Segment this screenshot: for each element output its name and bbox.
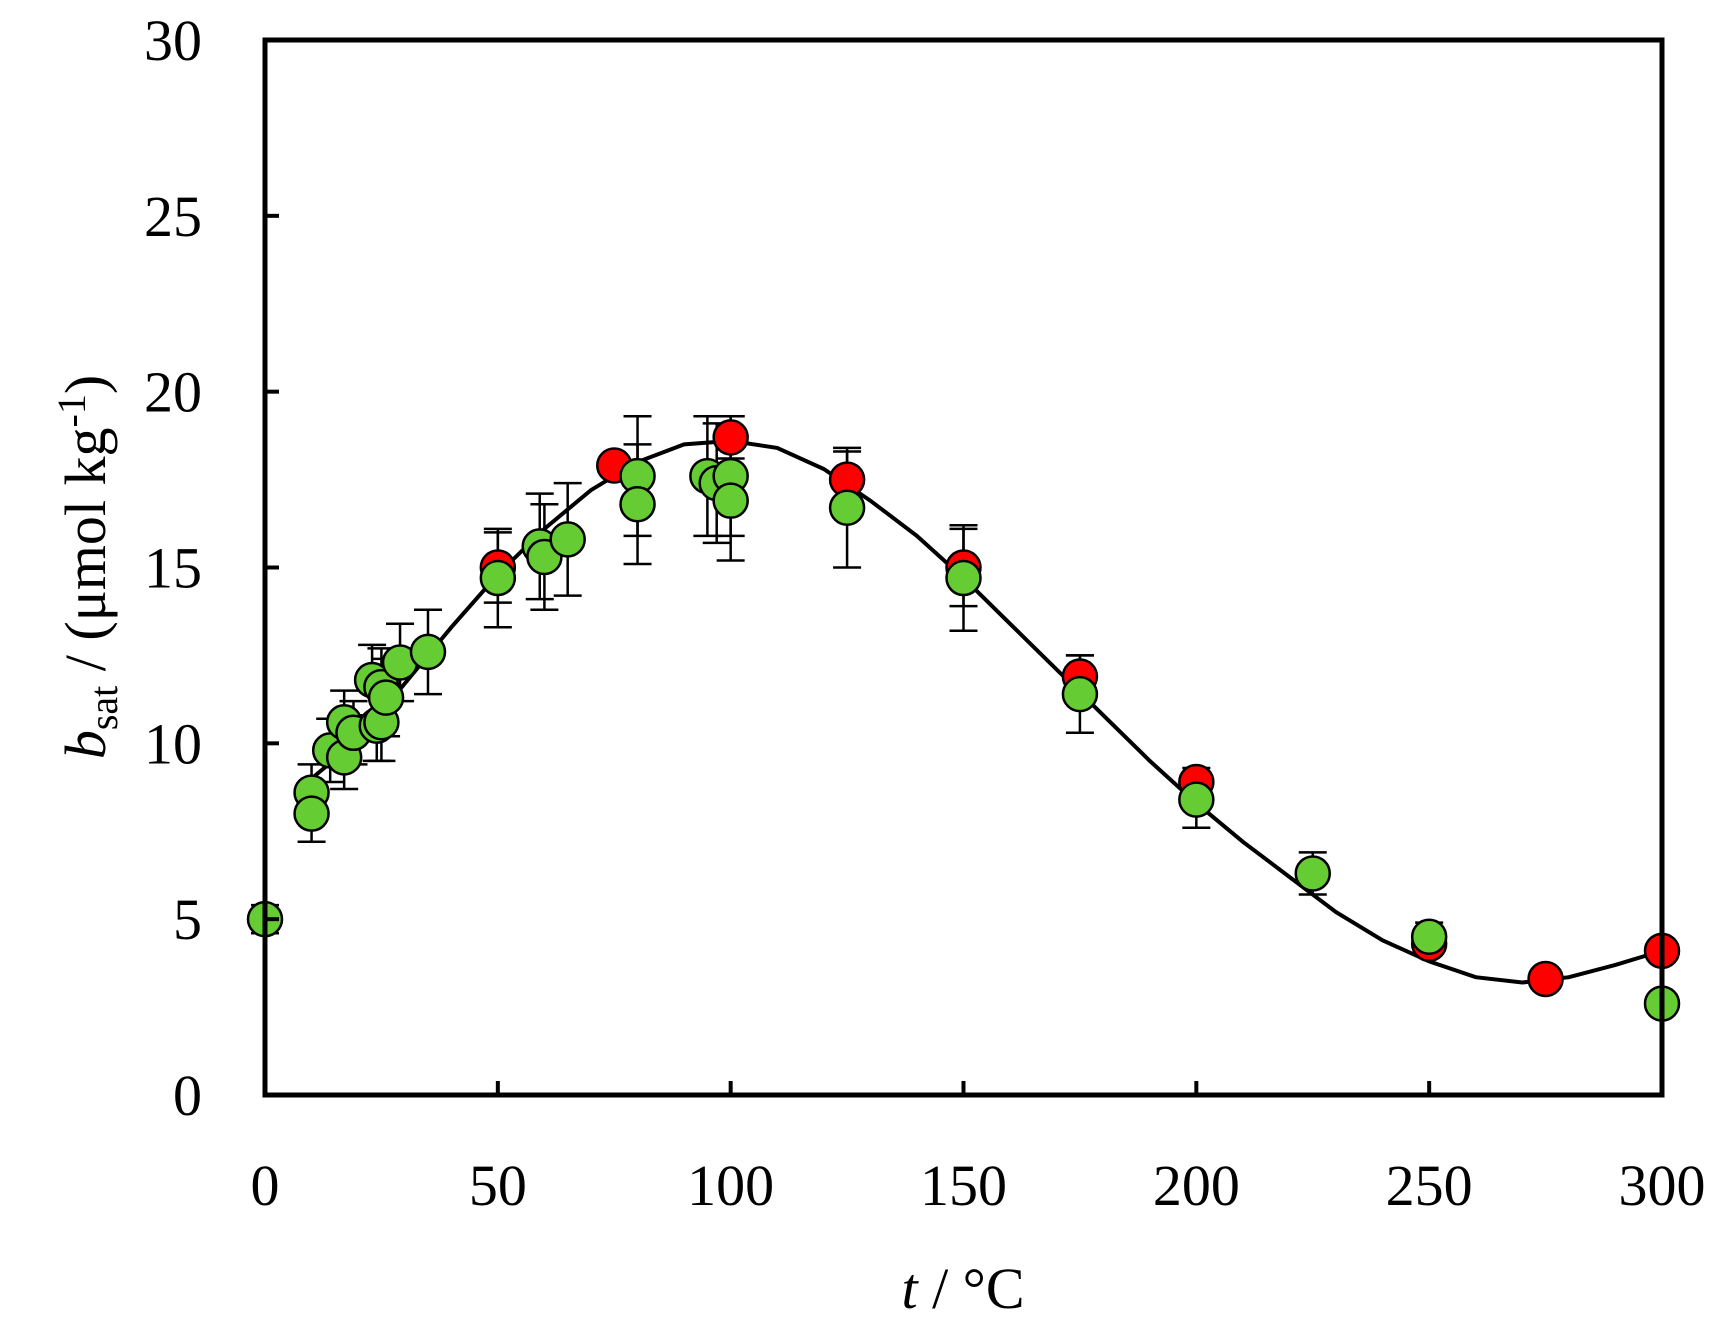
green-data-point — [1061, 675, 1099, 713]
green-data-point — [945, 559, 982, 597]
y-axis-title-superscript: -1 — [49, 394, 94, 427]
y-axis-title: bsat / (μmol kg-1) — [49, 375, 126, 759]
y-tick-label: 10 — [144, 711, 202, 776]
y-tick-label: 20 — [144, 360, 202, 425]
x-tick-label: 0 — [251, 1153, 280, 1218]
y-axis-title-subscript: sat — [81, 686, 126, 730]
y-tick-label: 30 — [144, 8, 202, 73]
green-data-point — [549, 521, 586, 558]
green-data-point — [1294, 855, 1331, 892]
x-tick-label: 100 — [687, 1153, 774, 1218]
green-data-point — [409, 633, 447, 671]
y-tick-label: 25 — [144, 184, 202, 249]
red-data-point — [712, 419, 749, 456]
y-axis-title-italic: b — [53, 730, 118, 759]
green-data-point — [1178, 781, 1215, 818]
x-axis-title-text: / °C — [918, 1256, 1025, 1319]
x-tick-label: 150 — [920, 1153, 1007, 1218]
fit-curve-layer — [310, 438, 1663, 985]
green-data-point — [619, 485, 656, 523]
x-tick-label: 200 — [1153, 1153, 1240, 1218]
green-data-point — [293, 795, 330, 832]
y-tick-label: 5 — [173, 887, 202, 952]
green-data-point — [1410, 918, 1448, 955]
y-axis-title-close: ) — [53, 375, 118, 394]
x-tick-label: 250 — [1386, 1153, 1473, 1218]
green-data-point — [479, 559, 517, 597]
x-tick-label: 50 — [469, 1153, 527, 1218]
ticks-layer: 0 50 100 150 200 250 300 0 5 10 15 20 25 30 — [144, 8, 1706, 1218]
y-axis-title-text: / (μmol kg — [53, 427, 118, 685]
points-layer — [246, 419, 1681, 1022]
x-axis-title: t / °C — [901, 1256, 1024, 1319]
x-tick-label: 300 — [1619, 1153, 1706, 1218]
y-tick-label: 15 — [144, 536, 202, 601]
fit-curve — [310, 438, 1663, 985]
red-data-point — [1527, 960, 1564, 998]
y-tick-label: 0 — [173, 1063, 202, 1128]
green-data-point — [712, 482, 749, 519]
green-data-point — [828, 489, 866, 526]
x-axis-title-italic: t — [901, 1256, 919, 1319]
green-data-point — [367, 679, 405, 716]
